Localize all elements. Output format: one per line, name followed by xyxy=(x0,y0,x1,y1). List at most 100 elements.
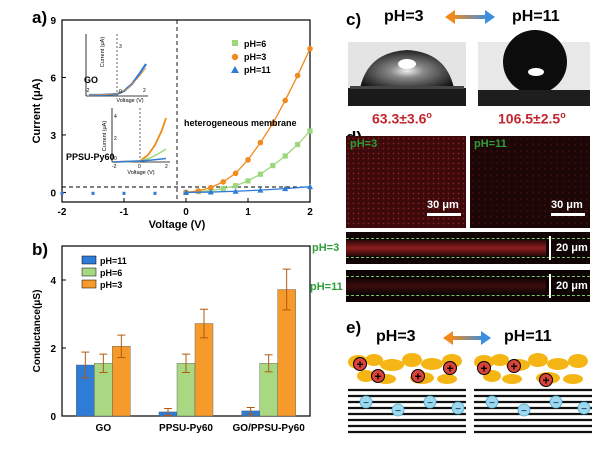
x-tick-label-a: -2 xyxy=(58,207,67,218)
y-tick-label-a: 0 xyxy=(50,188,56,199)
data-point-a xyxy=(207,189,214,195)
inset-go-ytick-0: 0 xyxy=(119,89,122,95)
data-point-a xyxy=(282,153,288,159)
cation-sign-e: + xyxy=(542,374,549,388)
contact-angle-ph11: 106.5±2.5o xyxy=(498,110,566,127)
inset-ppsu-xtick-2: 2 xyxy=(165,164,168,170)
data-point-a xyxy=(220,185,226,192)
x-tick-label-a: 2 xyxy=(307,207,313,218)
anion-sign-e: − xyxy=(553,398,559,409)
legend-marker-ph6 xyxy=(232,40,238,46)
y-tick-label-a: 3 xyxy=(50,131,56,142)
fluor-ph3-label: pH=3 xyxy=(350,138,378,150)
iv-chart: -2 -1 0 1 2 0 3 6 9 Current (μA) Voltage (V) het… xyxy=(31,16,313,231)
inset-go-ytick-3: 3 xyxy=(119,44,122,50)
category-label-b: PPSU-Py60 xyxy=(159,423,213,434)
legend-swatch-b-ph6 xyxy=(81,267,97,277)
schematic-ph3: − − − − + + + + xyxy=(348,353,466,434)
fluorescence-image-ph11 xyxy=(470,136,590,228)
inset-ppsu-xlabel: Voltage (V) xyxy=(127,170,154,176)
y-axis-label-a: Current (μA) xyxy=(31,78,43,143)
data-point-a xyxy=(232,170,239,177)
anion-sign-e: − xyxy=(455,404,461,415)
anion-e xyxy=(451,401,465,415)
legend-ph3: pH=3 xyxy=(244,52,266,62)
depth-label-ph11: 20 μm xyxy=(556,280,588,292)
data-point-a xyxy=(282,185,289,192)
category-label-b: GO/PPSU-Py60 xyxy=(233,423,306,434)
data-point-a-neg xyxy=(153,191,157,195)
inset-go: GO Current (μA) 3 0 -2 2 Voltage (V) xyxy=(84,34,148,104)
anion-e xyxy=(485,395,499,409)
category-label-b: GO xyxy=(96,423,112,434)
cation-e xyxy=(477,361,491,375)
inset-ppsu-ytick-0: 0 xyxy=(114,156,117,162)
legend-swatch-b-ph11 xyxy=(81,255,97,265)
cross-ph3-label: pH=3 xyxy=(312,242,340,254)
cation-e xyxy=(539,373,553,387)
cation-e xyxy=(371,369,385,383)
data-point-a xyxy=(183,189,189,195)
scale-label-ph3: 30 μm xyxy=(427,199,459,211)
data-point-a xyxy=(245,157,251,163)
legend-swatch-b-ph3 xyxy=(81,279,97,289)
x-axis-label-a: Voltage (V) xyxy=(149,219,206,231)
cation-sign-e: + xyxy=(510,360,517,374)
anion-sign-e: − xyxy=(363,398,369,409)
y-tick-label-b: 0 xyxy=(50,412,56,423)
data-point-a xyxy=(307,45,313,52)
panel-label-e: e) xyxy=(346,318,362,337)
anion-e xyxy=(423,395,437,409)
cation-sign-e: + xyxy=(446,362,453,376)
anion-sign-e: − xyxy=(395,406,401,417)
data-point-a xyxy=(232,188,239,194)
x-tick-label-a: 1 xyxy=(245,207,251,218)
legend-b-ph11: pH=11 xyxy=(100,256,127,266)
data-point-a xyxy=(270,120,276,127)
depth-arrow-ph3 xyxy=(549,236,551,260)
data-point-a xyxy=(295,141,301,148)
legend-marker-ph3 xyxy=(231,53,239,61)
anion-e xyxy=(391,403,405,417)
switch-arrow-e xyxy=(443,331,491,345)
depth-label-ph3: 20 μm xyxy=(556,242,588,254)
droplet-image-ph3 xyxy=(348,42,466,106)
scale-bar-ph11 xyxy=(551,213,585,216)
y-axis-label-b: Conductance(μS) xyxy=(32,290,43,373)
annotation-heterogeneous: heterogeneous membrane xyxy=(184,118,297,128)
depth-arrow-ph11 xyxy=(549,274,551,298)
inset-go-xlabel: Voltage (V) xyxy=(116,98,143,104)
data-point-a-neg xyxy=(60,191,64,195)
inset-ppsu-ylabel: Current (μA) xyxy=(102,121,108,152)
cation-sign-e: + xyxy=(480,362,487,376)
inset-ppsu-xtick-0: 0 xyxy=(138,164,141,170)
droplet-image-ph11 xyxy=(478,42,590,106)
inset-go-label: GO xyxy=(84,75,98,85)
fluor-ph11-label: pH=11 xyxy=(474,138,507,150)
scale-bar-ph3 xyxy=(427,213,461,216)
cation-sign-e: + xyxy=(414,370,421,384)
contact-ph3-label: pH=3 xyxy=(384,8,424,25)
inset-ppsu-ytick-2: 2 xyxy=(114,136,117,142)
cross-section-ph11 xyxy=(346,270,590,302)
panel-label-c: c) xyxy=(346,10,362,29)
anion-e xyxy=(577,401,591,415)
y-tick-label-b: 2 xyxy=(50,344,56,355)
contact-ph11-label: pH=11 xyxy=(512,8,560,25)
anion-e xyxy=(549,395,563,409)
y-tick-label-b: 4 xyxy=(50,276,56,287)
schematic-ph11: −−−−+ ++ xyxy=(474,353,592,434)
cation-sign-e: + xyxy=(374,370,381,384)
data-point-a xyxy=(257,171,263,177)
panel-label-a: a) xyxy=(32,8,48,27)
anion-sign-e: − xyxy=(521,406,527,417)
series-line-a xyxy=(185,186,311,194)
conductance-chart: 0 2 4 GO PPSU-Py60 GO/PPSU-Py60 Conductance(μ… xyxy=(32,245,311,434)
cross-ph11-label: pH=11 xyxy=(310,281,343,293)
data-point-a xyxy=(208,184,214,191)
legend-marker-ph11 xyxy=(231,66,239,73)
inset-ppsu-ytick-4: 4 xyxy=(114,114,117,120)
cross-section-ph3 xyxy=(346,232,590,264)
data-point-a xyxy=(257,139,264,146)
y-tick-label-a: 6 xyxy=(50,73,56,84)
